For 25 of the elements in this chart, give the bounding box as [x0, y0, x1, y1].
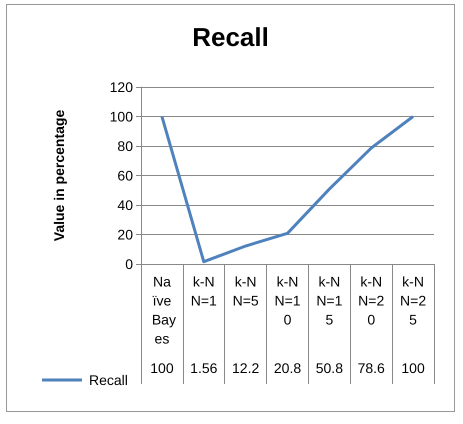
data-label: 1.56: [190, 360, 218, 376]
data-label: 12.2: [232, 360, 260, 376]
y-tick-label: 20: [117, 226, 134, 242]
y-tick-label: 40: [117, 197, 134, 213]
line-series: [160, 115, 415, 264]
x-tick-label: k-NN=1: [190, 274, 218, 308]
chart-title: Recall: [192, 22, 269, 52]
data-label: 78.6: [358, 360, 386, 376]
x-tick-label: k-NN=20: [358, 274, 384, 328]
y-tick-label: 100: [110, 108, 134, 124]
x-tick-label: Naïve Bayes: [148, 274, 176, 346]
y-tick-label: 120: [110, 79, 134, 95]
data-label: 50.8: [316, 360, 344, 376]
y-tick-label: 80: [117, 138, 134, 154]
data-label: 100: [401, 360, 425, 376]
x-tick-label: k-NN=10: [274, 274, 301, 328]
data-label: 100: [150, 360, 174, 376]
x-tick-label: k-NN=5: [232, 274, 259, 308]
x-tick-label: k-NN=15: [316, 274, 343, 328]
y-tick-label: 0: [125, 256, 134, 272]
data-label: 20.8: [274, 360, 302, 376]
x-tick-label: k-NN=25: [400, 274, 426, 328]
legend-label: Recall: [89, 372, 128, 388]
y-axis-title: Value in percentage: [51, 110, 67, 242]
y-tick-label: 60: [117, 168, 134, 184]
